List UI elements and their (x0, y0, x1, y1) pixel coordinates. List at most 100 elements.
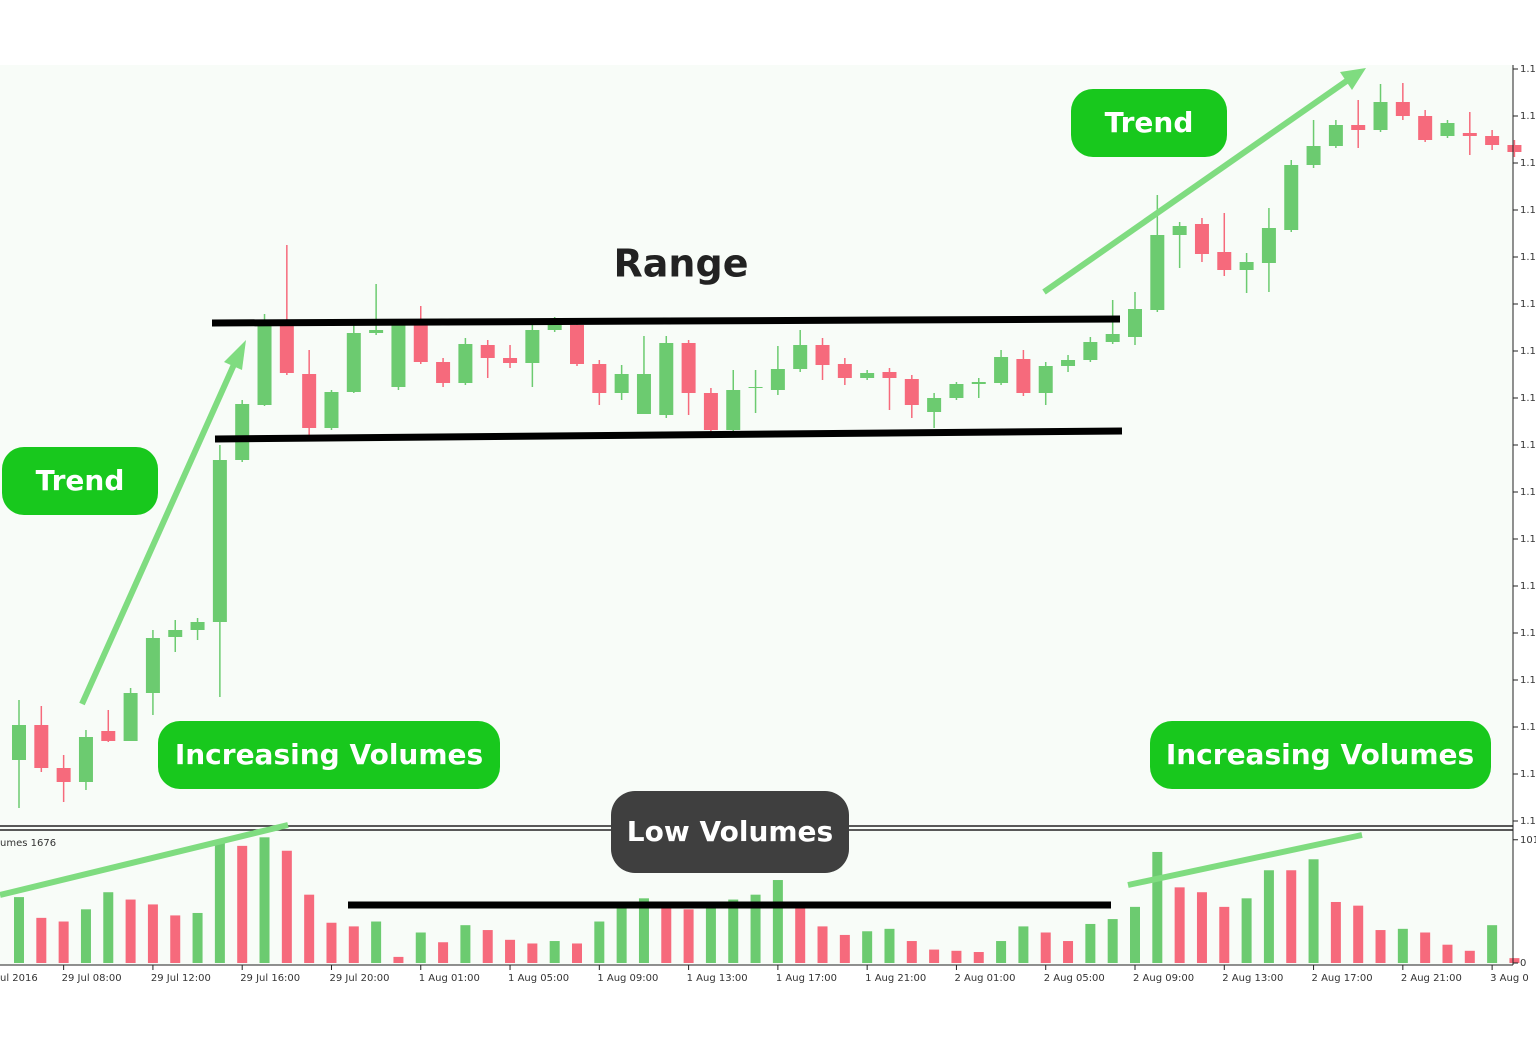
volume-bar (214, 842, 225, 963)
candle-body (279, 326, 294, 373)
volume-bar (1085, 923, 1096, 963)
x-tick-label: 2 Aug 21:00 (1401, 973, 1462, 984)
annotation: Trend (1105, 106, 1194, 139)
trend-arrow (79, 358, 239, 706)
candle-body (904, 379, 919, 405)
candle-body (837, 364, 852, 378)
annotation: Increasing Volumes (1166, 738, 1474, 771)
candle-body (1485, 136, 1500, 145)
candle-body (636, 374, 651, 414)
y-tick-label: 1.1 (1520, 440, 1536, 451)
candle-body (1284, 165, 1299, 230)
volume-bar (1107, 919, 1118, 963)
volume-bar (884, 928, 895, 963)
volume-bar (996, 941, 1007, 963)
x-tick-label: 2 Aug 01:00 (954, 973, 1015, 984)
volume-bar (795, 904, 806, 963)
candle-body (1418, 116, 1433, 140)
candle-body (190, 622, 205, 630)
volume-bar (371, 921, 382, 963)
volume-bar (1263, 870, 1274, 963)
volume-bar (147, 904, 158, 963)
candle-body (1061, 360, 1076, 366)
x-tick-label: 1 Aug 21:00 (865, 973, 926, 984)
annotation-pill (1071, 89, 1227, 157)
candle-body (391, 324, 406, 387)
volume-bar (772, 880, 783, 963)
volume-bar (594, 921, 605, 963)
candle-body (56, 768, 71, 782)
volume-bar (326, 922, 337, 963)
candle-body (592, 364, 607, 393)
x-tick-label: 29 Jul 16:00 (240, 973, 300, 984)
candle-body (994, 357, 1009, 383)
volume-bar (728, 899, 739, 963)
candle-body (1351, 125, 1366, 130)
volume-bar (482, 930, 493, 963)
candle-body (436, 362, 451, 383)
volume-bar (572, 943, 582, 963)
x-tick-label: 2 Aug 05:00 (1044, 973, 1105, 984)
candle-body (1194, 224, 1209, 254)
volume-bar (80, 909, 91, 963)
annotation: Low Volumes (627, 815, 833, 848)
volume-bar (1464, 950, 1475, 963)
candle-body (1507, 145, 1522, 152)
y-tick-label: 1.1 (1520, 581, 1536, 592)
volume-bar (705, 904, 716, 963)
volume-bar (304, 894, 315, 963)
volume-bar (839, 934, 850, 963)
volume-bar (348, 926, 359, 963)
candle-body (346, 333, 361, 392)
volume-trend-line (0, 822, 289, 898)
volume-title: umes 1676 (0, 838, 56, 849)
trend-arrow (1042, 77, 1350, 295)
annotation-pill (611, 791, 849, 873)
candle-body (34, 725, 49, 768)
annotation-pill (1150, 721, 1491, 789)
volume-bar (527, 943, 538, 963)
volume-bar (683, 909, 694, 963)
volume-bar (125, 899, 136, 963)
range-top-line (211, 315, 1121, 327)
volume-bar (1130, 906, 1140, 963)
candle-body (369, 330, 384, 333)
volume-bar (1353, 905, 1364, 963)
x-tick-label: 1 Aug 17:00 (776, 973, 837, 984)
x-tick-label: 1 Aug 01:00 (419, 973, 480, 984)
candle-body (1373, 102, 1388, 130)
candle-body (12, 725, 26, 760)
candle-body (570, 325, 584, 364)
y-tick-label: 1.1 (1520, 816, 1536, 827)
volume-bar (1196, 892, 1207, 963)
y-tick-label: 1.1 (1520, 299, 1536, 310)
y-tick-label: 1.1 (1520, 205, 1536, 216)
y-tick-label: 1.1 (1520, 158, 1536, 169)
annotation: Trend (36, 464, 125, 497)
volume-bar (1241, 898, 1252, 963)
candle-body (145, 638, 160, 693)
candle-body (1328, 125, 1343, 146)
range-bottom-line (214, 427, 1123, 443)
volume-bar (170, 915, 181, 963)
x-tick-label: 3 Aug 0 (1490, 973, 1529, 984)
y-tick-label: 1.1 (1520, 769, 1536, 780)
volume-bar (750, 894, 761, 963)
volume-bar (505, 939, 516, 963)
candle-body (1239, 262, 1254, 270)
candle-body (1083, 342, 1098, 360)
x-tick-label: 1 Aug 05:00 (508, 973, 569, 984)
volume-bar (1420, 932, 1431, 963)
volume-bar (1308, 859, 1319, 963)
candle-body (1462, 133, 1477, 136)
annotation-pill (2, 447, 158, 515)
y-tick-label: 1.1 (1520, 252, 1536, 263)
volume-bar (616, 906, 627, 963)
volume-bar (460, 925, 471, 963)
y-tick-label: 1.1 (1520, 111, 1536, 122)
candle-body (302, 374, 317, 428)
y-tick-label: 1.1 (1520, 675, 1536, 686)
candle-body (1105, 334, 1120, 342)
candle-body (748, 387, 763, 388)
